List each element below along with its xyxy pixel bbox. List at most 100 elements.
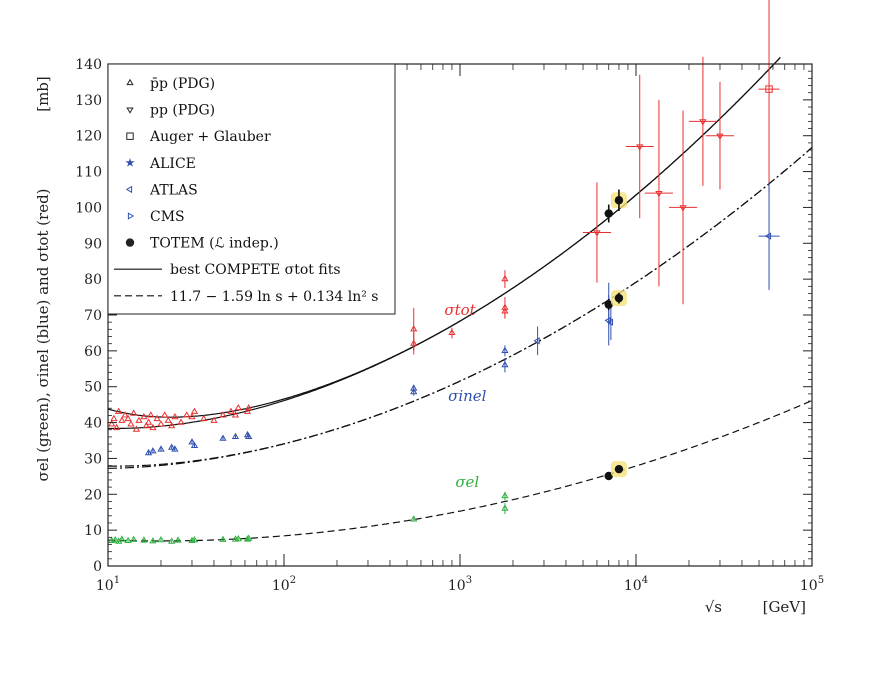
data-point <box>153 414 161 422</box>
x-tick-label: 102 <box>272 575 296 594</box>
data-point <box>604 471 613 481</box>
data-point <box>127 420 135 427</box>
data-point <box>636 144 644 151</box>
data-point <box>501 274 509 282</box>
legend-label: ALICE <box>149 156 196 172</box>
data-point <box>614 464 624 474</box>
y-tick-label: 50 <box>84 380 102 396</box>
data-point <box>200 414 208 422</box>
data-point <box>168 421 176 429</box>
data-point <box>190 441 199 448</box>
legend-label: best COMPETE σtot fits <box>170 262 341 278</box>
data-point <box>108 420 116 427</box>
legend-marker <box>126 107 134 114</box>
data-point <box>604 300 613 309</box>
series-annotations: σtot σinel σel <box>444 301 486 491</box>
y-axis-unit: [mb] <box>34 76 52 112</box>
y-tick-label: 30 <box>84 451 102 467</box>
legend: p̄p (PDG) pp (PDG) Auger + Glauber ALICE ATL… <box>107 63 396 315</box>
series-tot <box>410 270 509 355</box>
data-point <box>110 414 118 422</box>
fit-curve <box>107 400 813 542</box>
series-inel <box>144 345 509 456</box>
x-tick-label: 101 <box>96 575 120 594</box>
data-point <box>171 445 179 452</box>
y-tick-label: 110 <box>75 165 102 181</box>
data-point <box>231 411 240 418</box>
data-point <box>135 416 143 423</box>
data-point <box>149 447 157 454</box>
series-annotation: σtot <box>444 301 476 319</box>
legend-marker <box>125 185 133 194</box>
data-point <box>501 360 509 368</box>
x-tick-label: 104 <box>624 575 648 594</box>
data-point <box>140 412 148 420</box>
data-point <box>174 536 182 543</box>
data-point <box>171 413 179 420</box>
data-point <box>219 535 227 542</box>
data-point <box>765 85 773 93</box>
legend-marker <box>126 132 134 140</box>
data-point <box>157 445 165 452</box>
data-point <box>410 325 418 332</box>
data-point <box>699 119 707 126</box>
data-point <box>410 339 418 346</box>
y-tick-label: 140 <box>75 57 102 73</box>
data-point <box>410 515 418 522</box>
data-point <box>227 407 235 414</box>
data-point <box>533 337 540 345</box>
legend-label: TOTEM (ℒ indep.) <box>150 236 279 252</box>
y-tick-label: 90 <box>84 236 102 252</box>
data-point <box>448 328 456 335</box>
y-tick-label: 0 <box>93 559 102 575</box>
series-annotation: σel <box>455 473 479 491</box>
legend-marker <box>127 212 135 220</box>
data-point <box>157 420 165 427</box>
legend-marker <box>125 238 135 247</box>
fit-curve <box>107 147 813 467</box>
data-point <box>679 205 687 212</box>
series-totem <box>604 189 627 481</box>
y-tick-label: 40 <box>84 416 102 432</box>
data-point <box>604 209 613 218</box>
legend-box <box>107 63 396 315</box>
data-point <box>219 411 227 418</box>
y-tick-label: 70 <box>84 308 102 324</box>
data-point <box>124 414 132 422</box>
data-point <box>501 346 509 353</box>
data-point <box>157 536 165 543</box>
data-point <box>161 411 169 418</box>
data-point <box>188 536 196 543</box>
legend-label: CMS <box>150 209 185 225</box>
legend-marker <box>125 157 135 167</box>
y-tick-label: 130 <box>75 93 102 109</box>
data-point <box>501 307 509 314</box>
data-point <box>113 423 121 431</box>
data-point <box>234 534 242 542</box>
data-point <box>243 407 252 414</box>
y-axis-title: σel (green), σinel (blue) and σtot (red) <box>34 188 52 481</box>
data-point <box>410 384 418 391</box>
y-tick-label: 20 <box>84 487 102 503</box>
x-axis-unit: [GeV] <box>763 598 806 616</box>
data-point <box>245 432 253 439</box>
data-point <box>118 535 126 542</box>
data-point <box>410 387 418 395</box>
data-point <box>501 504 509 511</box>
data-point <box>168 537 176 544</box>
data-point <box>130 409 138 416</box>
legend-marker <box>126 78 134 86</box>
data-point <box>655 191 663 198</box>
data-point <box>593 230 601 237</box>
data-point <box>231 432 240 439</box>
data-point <box>234 404 242 411</box>
data-point <box>210 416 218 423</box>
data-point <box>183 411 191 418</box>
fit-curve <box>107 56 781 418</box>
series-tot <box>758 0 780 194</box>
data-point <box>614 293 624 303</box>
legend-label: 11.7 − 1.59 ln s + 0.134 ln² s <box>170 289 378 305</box>
data-point <box>245 534 253 541</box>
data-point <box>147 411 155 418</box>
